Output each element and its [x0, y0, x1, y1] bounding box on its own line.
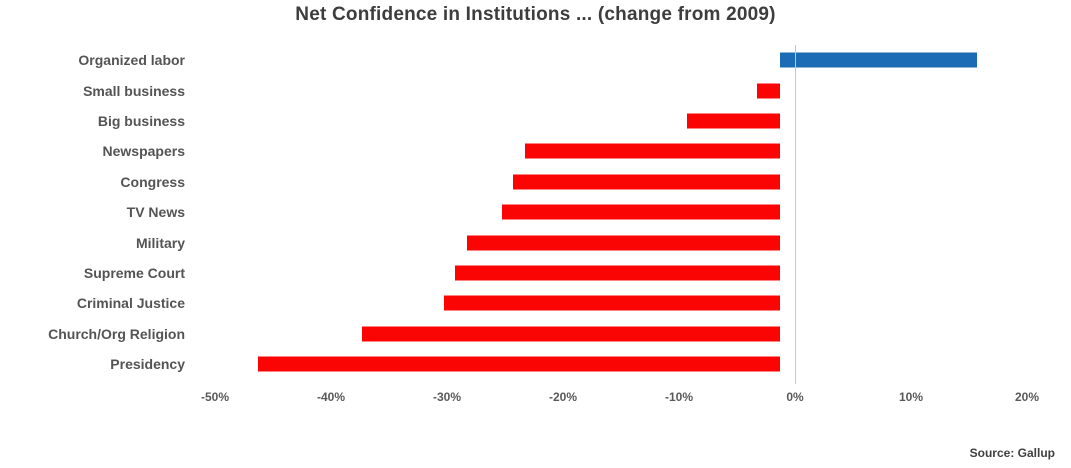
bar-row: Presidency: [0, 349, 1071, 379]
bar-track: [200, 45, 1012, 75]
bar-small-business: [756, 83, 780, 99]
bar-track: [200, 106, 1012, 136]
bar-track: [200, 227, 1012, 257]
bar-military: [466, 235, 780, 251]
bar-row: Military: [0, 227, 1071, 257]
category-label: Military: [135, 234, 185, 251]
category-label: Organized labor: [78, 52, 185, 69]
category-label: Big business: [97, 112, 185, 129]
category-label: Newspapers: [102, 143, 185, 160]
x-tick-label: -30%: [432, 390, 462, 404]
bar-row: Big business: [0, 106, 1071, 136]
x-axis: -50% -40% -30% -20% -10% 0% 10% 20%: [201, 390, 1039, 408]
category-label: TV News: [126, 204, 185, 221]
bar-newspapers: [524, 143, 780, 159]
bar-row: Church/Org Religion: [0, 319, 1071, 349]
x-tick-label: -50%: [200, 390, 230, 404]
x-tick-label: -40%: [316, 390, 346, 404]
bar-track: [200, 75, 1012, 105]
bar-tv-news: [501, 204, 780, 220]
bar-track: [200, 167, 1012, 197]
bar-track: [200, 319, 1012, 349]
category-label: Congress: [120, 173, 185, 190]
bar-presidency: [258, 356, 780, 372]
x-tick-label: 20%: [1014, 390, 1040, 404]
bar-track: [200, 136, 1012, 166]
bar-criminal-justice: [443, 295, 780, 311]
bar-row: Small business: [0, 75, 1071, 105]
category-label: Small business: [83, 82, 185, 99]
category-label: Presidency: [110, 356, 185, 373]
bar-track: [200, 288, 1012, 318]
bar-row: Congress: [0, 167, 1071, 197]
x-tick-label: 0%: [786, 390, 804, 404]
bar-row: Supreme Court: [0, 258, 1071, 288]
x-tick-label: -10%: [664, 390, 694, 404]
bar-supreme-court: [455, 265, 780, 281]
bar-row: TV News: [0, 197, 1071, 227]
bar-row: Organized labor: [0, 45, 1071, 75]
bar-congress: [513, 174, 780, 190]
source-credit: Source: Gallup: [969, 446, 1055, 460]
x-tick-label: -20%: [548, 390, 578, 404]
bar-row: Criminal Justice: [0, 288, 1071, 318]
bar-organized-labor: [780, 52, 978, 68]
bar-track: [200, 258, 1012, 288]
bar-row: Newspapers: [0, 136, 1071, 166]
category-label: Church/Org Religion: [48, 325, 185, 342]
x-tick-label: 10%: [898, 390, 924, 404]
bar-big-business: [687, 113, 780, 129]
bar-church-org-religion: [362, 326, 780, 342]
category-label: Criminal Justice: [76, 295, 185, 312]
plot-area: Organized labor Small business Big busines…: [0, 45, 1071, 379]
category-label: Supreme Court: [83, 264, 185, 281]
zero-axis-line: [795, 45, 796, 384]
bar-track: [200, 349, 1012, 379]
chart-title: Net Confidence in Institutions ... (chan…: [295, 4, 776, 25]
bar-track: [200, 197, 1012, 227]
